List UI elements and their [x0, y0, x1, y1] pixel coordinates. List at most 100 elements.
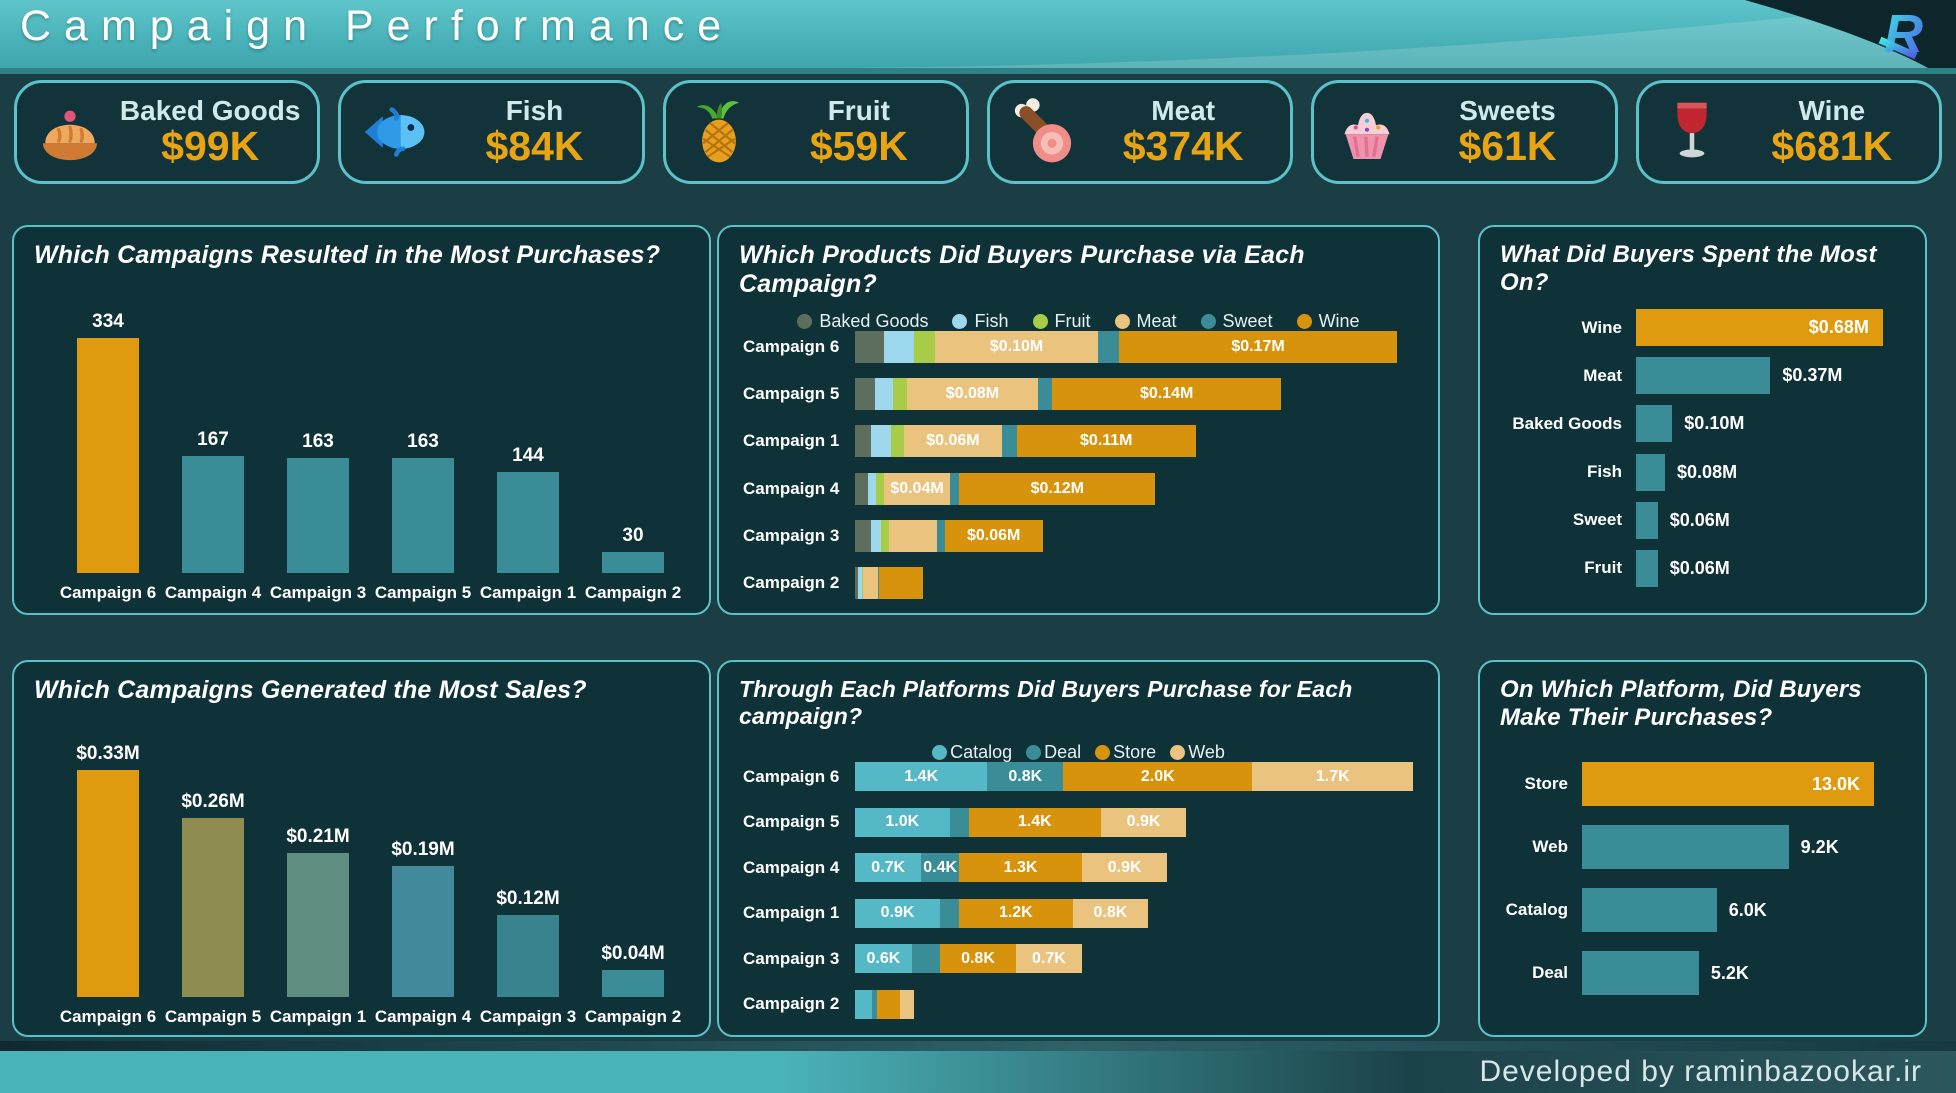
segment-baked-goods[interactable]	[855, 472, 869, 505]
bar-campaign-3[interactable]	[497, 915, 559, 997]
segment-fruit[interactable]	[890, 425, 904, 458]
legend-item-deal[interactable]: Deal	[1026, 742, 1081, 763]
segment-wine[interactable]: $0.12M	[959, 472, 1156, 505]
bar-campaign-6[interactable]	[77, 338, 139, 573]
segment-catalog[interactable]: 0.7K	[855, 853, 922, 883]
segment-wine[interactable]: $0.14M	[1052, 378, 1281, 411]
bar-campaign-2[interactable]	[602, 552, 664, 573]
segment-deal[interactable]	[872, 989, 877, 1019]
segment-baked-goods[interactable]	[855, 331, 885, 363]
segment-fish[interactable]	[884, 331, 914, 363]
bar-meat[interactable]	[1636, 357, 1771, 395]
segment-web[interactable]: 0.9K	[1082, 853, 1168, 883]
bar-campaign-2[interactable]	[602, 970, 664, 997]
bar-campaign-4[interactable]	[182, 456, 244, 573]
segment-sweet[interactable]	[877, 566, 880, 599]
segment-sweet[interactable]	[1037, 378, 1053, 411]
segment-store[interactable]: 1.3K	[959, 853, 1083, 883]
segment-deal[interactable]	[940, 898, 960, 928]
bar-campaign-6[interactable]	[77, 770, 139, 997]
segment-fruit[interactable]	[913, 331, 935, 363]
kpi-card-fish[interactable]: Fish $84K	[338, 80, 645, 184]
segment-web[interactable]	[900, 989, 914, 1019]
legend-item-fish[interactable]: Fish	[952, 311, 1009, 332]
bar-baked-goods[interactable]	[1636, 405, 1673, 443]
segment-meat[interactable]: $0.08M	[907, 378, 1038, 411]
segment-sweet[interactable]	[1098, 331, 1120, 363]
segment-fish[interactable]	[858, 566, 862, 599]
segment-wine[interactable]: $0.06M	[944, 519, 1043, 552]
segment-deal[interactable]	[911, 944, 941, 974]
legend-item-sweet[interactable]: Sweet	[1200, 311, 1273, 332]
segment-catalog[interactable]: 0.9K	[855, 898, 941, 928]
bar-deal[interactable]	[1582, 951, 1699, 995]
segment-store[interactable]: 2.0K	[1063, 762, 1253, 791]
bar-campaign-4[interactable]	[392, 866, 454, 997]
segment-baked-goods[interactable]	[855, 566, 859, 599]
bar-catalog[interactable]	[1582, 888, 1717, 932]
kpi-card-wine[interactable]: Wine $681K	[1635, 80, 1942, 184]
segment-baked-goods[interactable]	[855, 378, 875, 411]
segment-fish[interactable]	[874, 378, 893, 411]
legend-item-store[interactable]: Store	[1095, 742, 1156, 763]
segment-baked-goods[interactable]	[855, 519, 872, 552]
bar-web[interactable]	[1582, 825, 1789, 869]
segment-web[interactable]: 0.7K	[1015, 944, 1083, 974]
segment-deal[interactable]	[949, 807, 969, 837]
bar-sweet[interactable]	[1636, 501, 1658, 539]
legend-item-web[interactable]: Web	[1170, 742, 1225, 763]
segment-catalog[interactable]: 0.6K	[855, 944, 912, 974]
segment-sweet[interactable]	[936, 519, 945, 552]
segment-wine[interactable]	[879, 566, 924, 599]
segment-catalog[interactable]	[855, 989, 873, 1019]
segment-meat[interactable]: $0.06M	[903, 425, 1002, 458]
bar-campaign-1[interactable]	[497, 472, 559, 573]
kpi-card-fruit[interactable]: Fruit $59K	[662, 80, 969, 184]
kpi-card-sweets[interactable]: Sweets $61K	[1311, 80, 1618, 184]
segment-fish[interactable]	[868, 472, 877, 505]
segment-catalog[interactable]: 1.4K	[855, 762, 988, 791]
segment-meat[interactable]	[889, 519, 937, 552]
bar-store[interactable]: 13.0K	[1582, 762, 1875, 806]
segment-store[interactable]	[876, 989, 901, 1019]
segment-sweet[interactable]	[949, 472, 960, 505]
legend-item-catalog[interactable]: Catalog	[932, 742, 1012, 763]
bar-wine[interactable]: $0.68M	[1636, 309, 1883, 346]
segment-baked-goods[interactable]	[855, 425, 872, 458]
segment-store[interactable]: 0.8K	[940, 944, 1016, 974]
legend-item-fruit[interactable]: Fruit	[1032, 311, 1091, 332]
segment-fish[interactable]	[871, 425, 891, 458]
kpi-value: $681K	[1771, 123, 1893, 170]
segment-fruit[interactable]	[881, 519, 890, 552]
segment-deal[interactable]: 0.4K	[921, 853, 960, 883]
bar-campaign-5[interactable]	[182, 818, 244, 997]
segment-meat[interactable]: $0.10M	[934, 331, 1099, 363]
segment-fruit[interactable]	[861, 566, 864, 599]
segment-catalog[interactable]: 1.0K	[855, 807, 950, 837]
segment-deal[interactable]: 0.8K	[987, 762, 1064, 791]
legend-item-baked-goods[interactable]: Baked Goods	[797, 311, 928, 332]
segment-sweet[interactable]	[1001, 425, 1017, 458]
segment-meat[interactable]: $0.04M	[884, 472, 950, 505]
bar-campaign-3[interactable]	[287, 458, 349, 573]
bar-campaign-5[interactable]	[392, 458, 454, 573]
segment-store[interactable]: 1.4K	[968, 807, 1101, 837]
legend-item-wine[interactable]: Wine	[1296, 311, 1360, 332]
segment-fish[interactable]	[871, 519, 882, 552]
segment-fruit[interactable]	[876, 472, 885, 505]
segment-meat[interactable]	[863, 566, 878, 599]
legend-item-meat[interactable]: Meat	[1114, 311, 1177, 332]
kpi-card-baked-goods[interactable]: Baked Goods $99K	[14, 80, 321, 184]
bar-fish[interactable]	[1636, 453, 1666, 491]
segment-wine[interactable]: $0.17M	[1119, 331, 1397, 363]
bar-campaign-1[interactable]	[287, 853, 349, 997]
segment-web[interactable]: 0.8K	[1072, 898, 1149, 928]
bar-fruit[interactable]	[1636, 549, 1658, 587]
segment-store[interactable]: 1.2K	[959, 898, 1073, 928]
segment-wine[interactable]: $0.11M	[1016, 425, 1197, 458]
kpi-card-meat[interactable]: Meat $374K	[986, 80, 1294, 184]
segment-web[interactable]: 1.7K	[1252, 762, 1414, 791]
segment-fruit[interactable]	[892, 378, 908, 411]
brand-logo-icon[interactable]: R	[1876, 4, 1942, 64]
segment-web[interactable]: 0.9K	[1101, 807, 1187, 837]
